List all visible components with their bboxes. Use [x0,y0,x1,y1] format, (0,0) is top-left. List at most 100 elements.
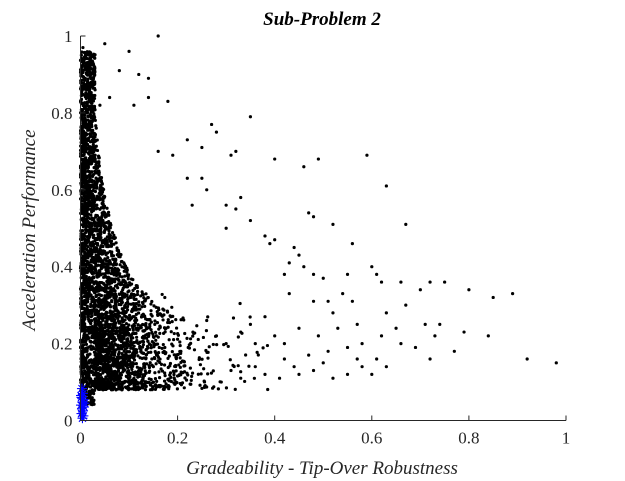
scatter-point [80,272,85,276]
scatter-point [97,160,101,164]
scatter-point [114,321,118,325]
scatter-point [146,350,150,355]
scatter-point [143,388,148,392]
scatter-point [188,337,193,341]
scatter-point [89,96,93,100]
scatter-point [90,108,94,112]
scatter-point [91,135,95,139]
scatter-point [176,352,180,357]
scatter-point [88,200,92,204]
scatter-point [140,335,145,340]
scatter-point [92,257,96,261]
scatter-point [282,342,287,346]
scatter-point [83,247,87,251]
scatter-point [94,383,98,387]
scatter-point [82,365,86,369]
scatter-point [103,262,107,266]
scatter-point [92,131,96,135]
scatter-point [159,362,164,366]
scatter-point [85,292,89,296]
scatter-point [87,145,91,149]
scatter-point [94,237,98,241]
scatter-point [384,365,388,369]
scatter-point [107,235,111,239]
scatter-point [82,178,87,182]
scatter-point [106,277,110,281]
scatter-point [88,325,93,330]
scatter-point [204,348,208,353]
scatter-point [80,202,84,206]
scatter-point [96,252,101,256]
scatter-point [93,304,98,308]
scatter-point [99,345,103,350]
scatter-point [167,385,171,389]
scatter-point [190,371,195,375]
scatter-point [149,312,153,316]
scatter-point [177,363,181,367]
scatter-point [102,230,106,235]
scatter-point [142,373,147,378]
scatter-point [91,366,95,370]
scatter-point [86,315,90,319]
scatter-point [99,288,103,292]
scatter-point [85,384,89,388]
scatter-point [200,357,204,361]
scatter-point [91,62,96,66]
scatter-point [122,380,126,385]
scatter-point [205,318,209,323]
scatter-point [139,348,143,352]
scatter-point [345,345,350,350]
scatter-point [188,382,192,386]
scatter-point [360,342,364,346]
scatter-point [104,313,108,317]
scatter-point [94,176,98,180]
scatter-point [93,245,97,250]
scatter-point [126,368,131,373]
scatter-point [143,369,147,373]
scatter-point [90,248,94,252]
scatter-point [186,373,190,377]
scatter-point [143,328,147,333]
scatter-point [206,315,210,319]
scatter-point [93,169,97,173]
scatter-point [81,45,85,50]
scatter-point [121,286,125,290]
scatter-point [90,151,95,155]
scatter-point [111,310,115,314]
scatter-point [113,266,117,270]
scatter-point [105,317,109,321]
scatter-point [93,73,97,77]
scatter-point [195,324,199,328]
scatter-point [234,207,238,211]
scatter-point [163,295,167,300]
scatter-point [287,261,291,265]
scatter-point [166,318,170,322]
scatter-point [112,353,116,357]
scatter-point [92,112,96,116]
scatter-point [94,144,98,148]
scatter-point [124,333,128,337]
scatter-point [82,255,87,259]
scatter-point [154,305,158,309]
scatter-point [84,111,88,115]
scatter-point [85,197,89,201]
scatter-point [85,205,89,209]
scatter-point [297,326,301,330]
scatter-point [88,104,92,108]
scatter-point [96,355,101,359]
scatter-point [132,103,136,107]
scatter-point [90,93,95,97]
scatter-point [140,305,144,309]
scatter-point [86,238,90,242]
scatter-point [109,277,114,281]
highlighted-point [79,398,90,409]
scatter-point [85,132,89,136]
scatter-point [95,372,99,377]
scatter-point [158,383,162,388]
scatter-point [182,370,187,374]
scatter-point [172,331,176,336]
scatter-point [132,376,136,380]
scatter-point [90,308,94,312]
scatter-point [120,301,124,305]
scatter-point [94,254,98,258]
